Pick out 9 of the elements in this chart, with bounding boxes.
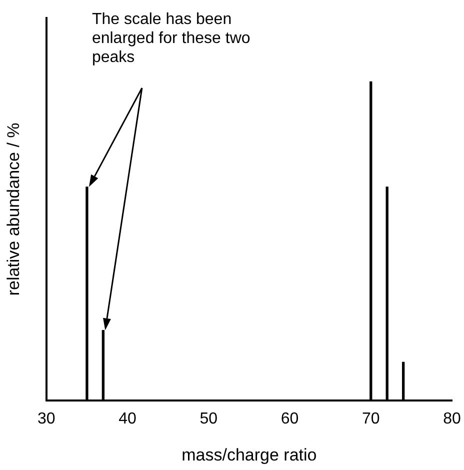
x-axis-title: mass/charge ratio (182, 445, 317, 464)
text: The scale has been enlarged for these two peaks (92, 10, 252, 67)
x-tick-label: 70 (362, 410, 380, 428)
x-tick-label: 80 (443, 410, 461, 428)
x-tick-label: 50 (200, 410, 218, 428)
y-axis-title: relative abundance / % (4, 122, 23, 296)
x-tick-label: 40 (118, 410, 137, 428)
x-tick-label: 60 (280, 410, 299, 428)
x-tick-label: 30 (38, 410, 56, 428)
